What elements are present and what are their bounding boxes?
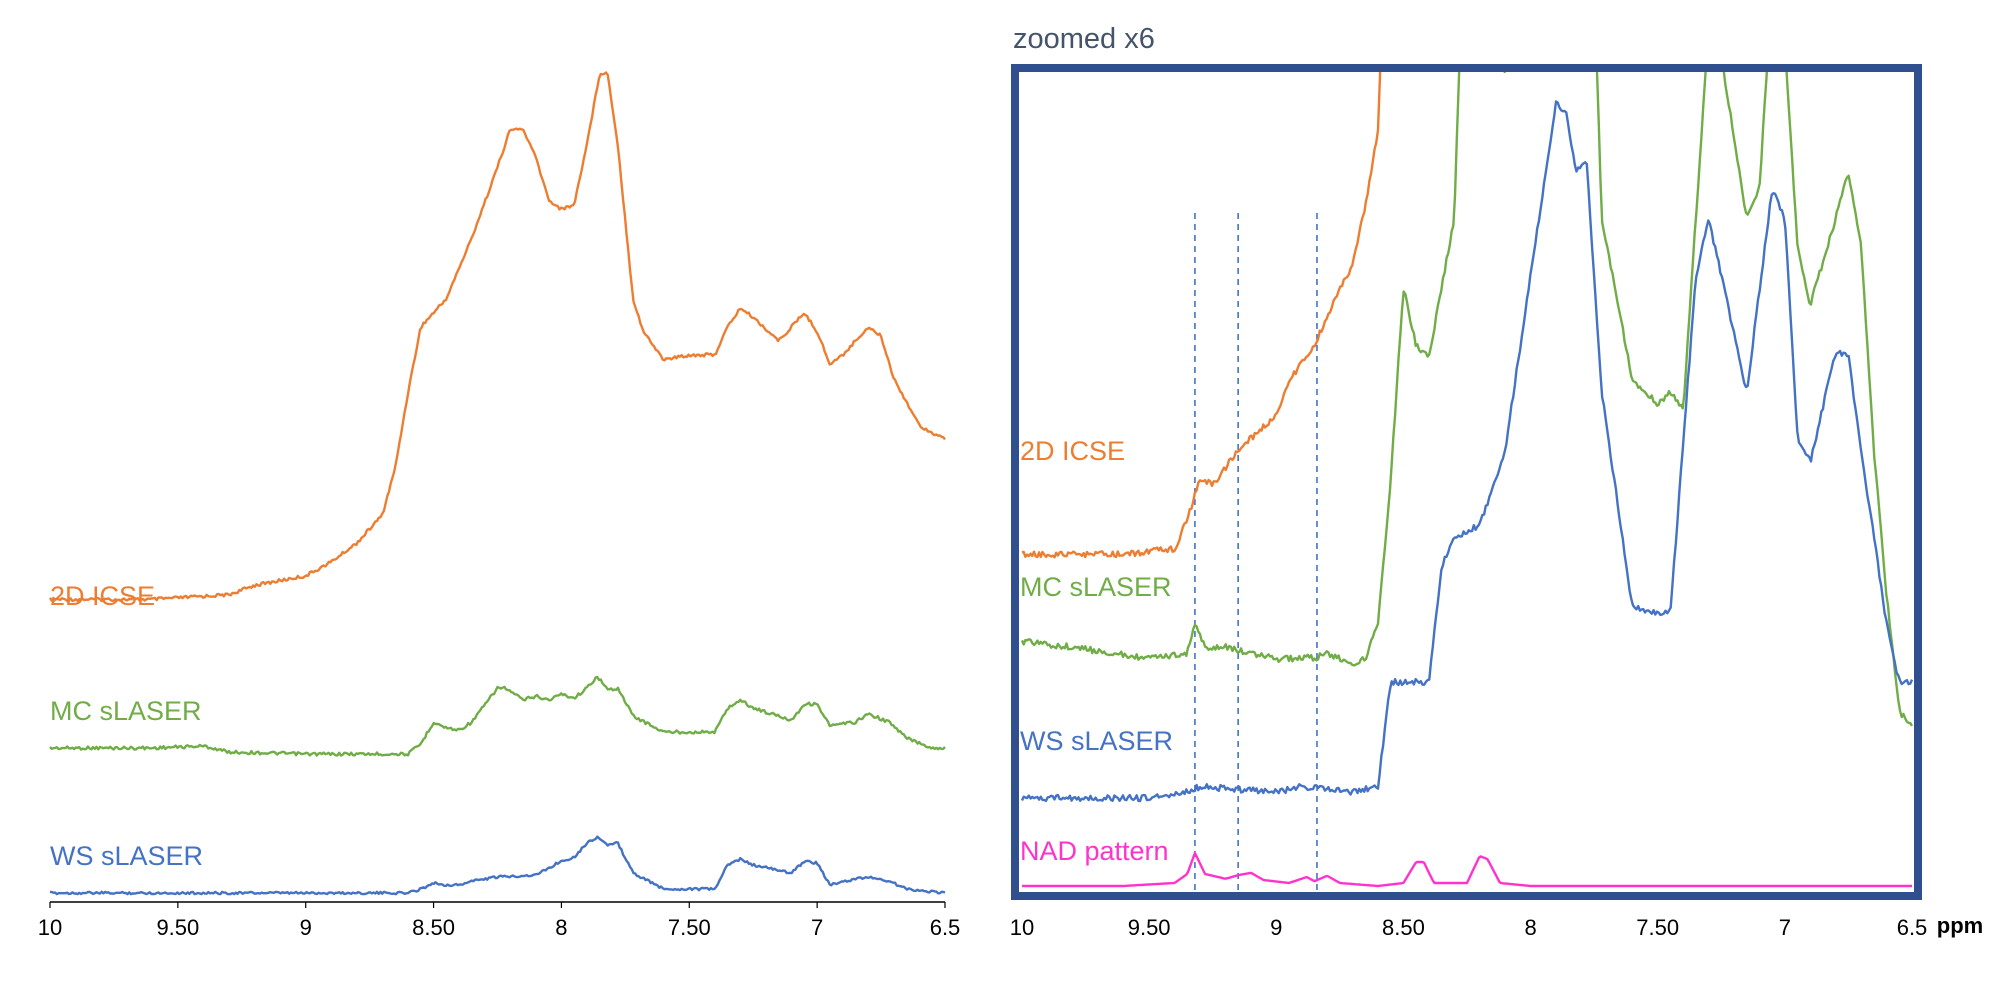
tick-label: 8 [1524, 915, 1536, 940]
tick-label: 8.50 [1382, 915, 1425, 940]
tick-label: 6.5 [1897, 915, 1928, 940]
series-label-ws-slaser-left: WS sLASER [50, 841, 203, 871]
reference-lines [1194, 213, 1318, 896]
left-spectra-panel: 10 9.50 9 8.50 8 7.50 7 6.5 2D ICSE MC sLASER WS … [38, 71, 961, 940]
tick-label: 6.5 [930, 915, 961, 940]
series-line-2d-icse-left [48, 71, 946, 603]
right-zoomed-panel: zoomed x6 10 9.50 9 8.50 8 7.50 7 6.5 ppm 2D IC… [1010, 23, 1983, 940]
tick-label: 9.50 [1128, 915, 1171, 940]
right-series-group [1020, 68, 1914, 888]
tick-label: 7.50 [1636, 915, 1679, 940]
zoomed-panel-title: zoomed x6 [1013, 23, 1155, 55]
series-label-ws-slaser-right: WS sLASER [1020, 726, 1173, 756]
right-series-labels: 2D ICSE MC sLASER WS sLASER NAD pattern [1020, 436, 1173, 866]
series-label-mc-slaser-right: MC sLASER [1020, 572, 1172, 602]
series-label-nad-pattern-right: NAD pattern [1020, 836, 1169, 866]
series-line-ws-slaser-left [49, 835, 946, 896]
series-line-2d-icse-right [1021, 68, 1382, 559]
tick-label: 9 [1270, 915, 1282, 940]
tick-label: 10 [1010, 915, 1034, 940]
tick-label: 8 [555, 915, 567, 940]
tick-label: 9.50 [156, 915, 199, 940]
tick-label: 9 [300, 915, 312, 940]
right-x-ticks: 10 9.50 9 8.50 8 7.50 7 6.5 [1010, 915, 1928, 940]
series-line-nad-pattern-right [1022, 851, 1912, 888]
tick-label: 8.50 [412, 915, 455, 940]
left-x-ticks: 10 9.50 9 8.50 8 7.50 7 6.5 [38, 902, 961, 940]
series-label-2d-icse-left: 2D ICSE [50, 581, 155, 611]
tick-label: 7.50 [668, 915, 711, 940]
series-label-mc-slaser-left: MC sLASER [50, 696, 202, 726]
series-line-ws-slaser-right [1020, 100, 1914, 803]
tick-label: 10 [38, 915, 62, 940]
series-label-2d-icse-right: 2D ICSE [1020, 436, 1125, 466]
series-line-mc-slaser-right [1020, 68, 1914, 727]
left-series-group [48, 71, 946, 896]
x-axis-unit-label: ppm [1937, 913, 1983, 938]
tick-label: 7 [811, 915, 823, 940]
tick-label: 7 [1779, 915, 1791, 940]
zoom-frame [1011, 64, 1922, 900]
left-series-labels: 2D ICSE MC sLASER WS sLASER [50, 581, 203, 871]
series-line-mc-slaser-left [49, 675, 946, 757]
